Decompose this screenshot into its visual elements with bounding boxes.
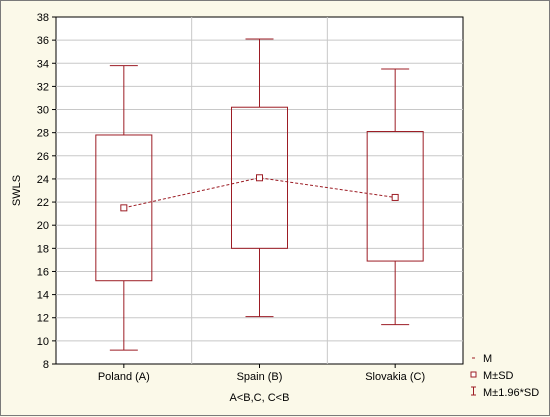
box-group bbox=[366, 68, 424, 326]
sd-box bbox=[366, 131, 424, 262]
y-tick-label: 16 bbox=[37, 266, 49, 278]
box-group bbox=[231, 38, 288, 318]
y-tick-label: 34 bbox=[37, 58, 49, 70]
mean-marker bbox=[120, 204, 128, 212]
legend-label: M bbox=[483, 353, 492, 365]
mean-marker bbox=[256, 174, 263, 182]
legend-label: M±1.96*SD bbox=[483, 387, 539, 399]
box-group bbox=[95, 65, 153, 351]
x-tick-label: Slovakia (C) bbox=[365, 371, 425, 383]
sd-box bbox=[95, 134, 153, 282]
y-tick-label: 36 bbox=[37, 35, 49, 47]
y-tick-label: 22 bbox=[37, 197, 49, 209]
y-tick-label: 26 bbox=[37, 151, 49, 163]
y-tick-label: 12 bbox=[37, 313, 49, 325]
legend: M M±SD M±1.96*SD bbox=[470, 353, 539, 399]
y-axis-title: SWLS bbox=[11, 175, 23, 206]
sd-box bbox=[231, 106, 288, 249]
mean-marker bbox=[391, 193, 399, 201]
x-tick-label: Spain (B) bbox=[237, 371, 283, 383]
x-axis: Poland (A) Spain (B) Slovakia (C) bbox=[98, 364, 425, 383]
y-tick-label: 8 bbox=[43, 359, 49, 371]
y-tick-label: 20 bbox=[37, 220, 49, 232]
mean-connector-line bbox=[123, 177, 396, 209]
x-tick-label: Poland (A) bbox=[98, 371, 150, 383]
y-tick-label: 18 bbox=[37, 243, 49, 255]
y-axis: 8 10 12 14 16 18 20 22 24 26 28 30 32 34 36 38 bbox=[37, 12, 56, 371]
x-axis-note: A<B,C, C<B bbox=[230, 392, 290, 404]
boxes bbox=[95, 38, 424, 351]
y-tick-label: 30 bbox=[37, 105, 49, 117]
y-tick-label: 28 bbox=[37, 128, 49, 140]
legend-sd-symbol bbox=[470, 371, 477, 378]
y-tick-label: 14 bbox=[37, 290, 49, 302]
y-tick-label: 32 bbox=[37, 81, 49, 93]
y-tick-label: 24 bbox=[37, 174, 49, 186]
y-tick-label: 10 bbox=[37, 336, 49, 348]
legend-label: M±SD bbox=[483, 370, 514, 382]
y-tick-label: 38 bbox=[37, 12, 49, 24]
